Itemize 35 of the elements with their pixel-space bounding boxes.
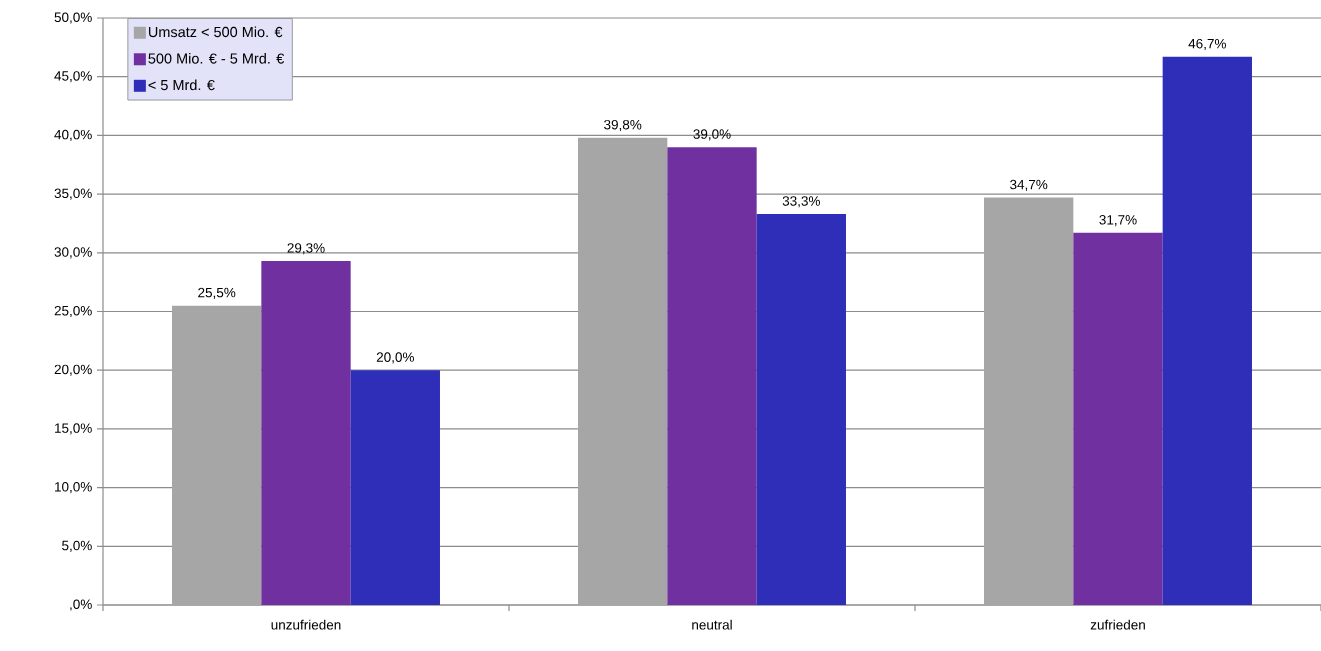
y-tick-label: 40,0% bbox=[54, 129, 92, 141]
y-tick-label: 50,0% bbox=[54, 12, 92, 24]
bar bbox=[1162, 56, 1252, 605]
data-label: 39,8% bbox=[604, 119, 642, 132]
y-tick-label: 25,0% bbox=[54, 305, 92, 318]
x-tick-label: neutral bbox=[692, 619, 732, 630]
y-tick-label: 35,0% bbox=[54, 188, 92, 200]
legend-label: < 5 Mrd. € bbox=[148, 79, 215, 91]
data-label: 25,5% bbox=[198, 287, 236, 299]
y-tick-label: 15,0% bbox=[55, 423, 92, 435]
bar bbox=[984, 197, 1074, 605]
x-tick-label: unzufrieden bbox=[271, 619, 341, 630]
y-tick-label: ,0% bbox=[70, 599, 92, 611]
y-tick-label: 20,0% bbox=[54, 364, 92, 376]
bar bbox=[756, 214, 846, 605]
bar bbox=[172, 305, 262, 605]
legend-label: 500 Mio. € - 5 Mrd. € bbox=[148, 53, 285, 64]
data-label: 31,7% bbox=[1099, 214, 1137, 227]
bar bbox=[667, 147, 757, 605]
bar bbox=[261, 261, 351, 605]
bar bbox=[578, 137, 668, 605]
bar bbox=[350, 370, 440, 605]
data-label: 20,0% bbox=[376, 352, 414, 364]
y-tick-label: 5,0% bbox=[62, 540, 92, 552]
x-tick-label: zufrieden bbox=[1090, 619, 1145, 630]
data-label: 34,7% bbox=[1010, 179, 1048, 191]
data-label: 39,0% bbox=[693, 129, 731, 141]
y-tick-label: 30,0% bbox=[54, 247, 92, 259]
data-label: 33,3% bbox=[782, 196, 820, 208]
data-label: 29,3% bbox=[287, 243, 325, 255]
legend-label: Umsatz < 500 Mio. € bbox=[148, 26, 283, 38]
bar bbox=[1073, 232, 1163, 605]
y-tick-label: 45,0% bbox=[54, 71, 92, 83]
y-tick-label: 10,0% bbox=[55, 482, 92, 494]
data-label: 46,7% bbox=[1188, 38, 1226, 51]
